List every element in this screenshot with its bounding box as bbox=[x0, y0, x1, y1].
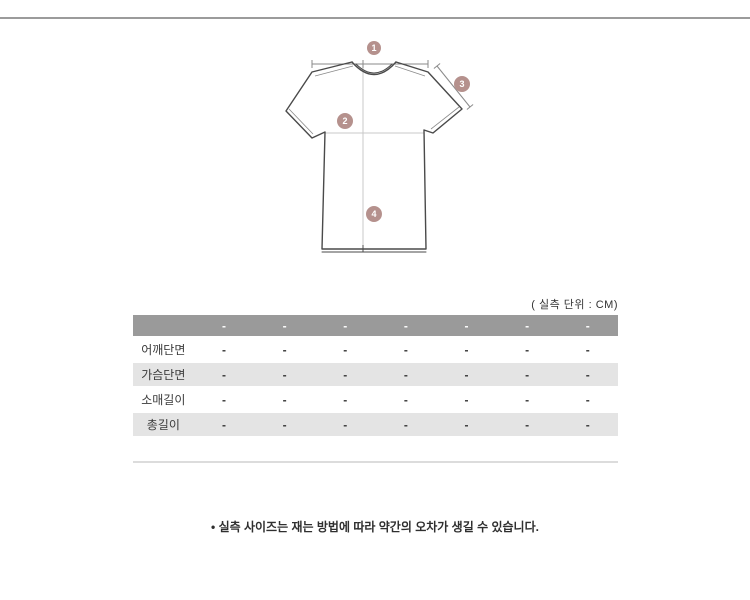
bottom-divider-line bbox=[133, 461, 618, 463]
size-table: - - - - - - - 어깨단면 - - - - - - - 가슴단면 - - - - - - - 소매길이 - - - - - - -… bbox=[133, 315, 618, 438]
marker-4-length: 4 bbox=[366, 206, 382, 222]
value-cell: - bbox=[496, 362, 558, 388]
value-cell: - bbox=[557, 337, 618, 363]
value-cell: - bbox=[436, 337, 497, 363]
value-cell: - bbox=[375, 337, 437, 363]
marker-2-chest: 2 bbox=[337, 113, 353, 129]
size-header-cell: - bbox=[314, 315, 376, 338]
size-header-cell: - bbox=[436, 315, 497, 338]
guide-lines bbox=[325, 64, 424, 249]
tshirt-outline bbox=[285, 61, 463, 253]
value-cell: - bbox=[254, 362, 315, 388]
size-header-cell: - bbox=[254, 315, 315, 338]
value-cell: - bbox=[436, 412, 497, 438]
collar-outer bbox=[351, 61, 397, 76]
size-table-header-row: ------- bbox=[133, 315, 618, 338]
marker-3-sleeve: 3 bbox=[454, 76, 470, 92]
marker-1-circle bbox=[367, 41, 381, 55]
table-row: 가슴단면 - - - - - - - bbox=[133, 362, 618, 388]
marker-2-circle bbox=[337, 113, 353, 129]
marker-3-circle bbox=[454, 76, 470, 92]
value-cell: - bbox=[254, 412, 315, 438]
marker-1-shoulder: 1 bbox=[367, 41, 381, 55]
row-label-cell: 어깨단면 bbox=[133, 337, 194, 363]
value-cell: - bbox=[254, 337, 315, 363]
collar-inner bbox=[355, 63, 393, 74]
left-shoulder-seam bbox=[314, 65, 354, 77]
value-cell: - bbox=[375, 362, 437, 388]
marker-3-number: 3 bbox=[459, 79, 464, 89]
value-cell: - bbox=[375, 412, 437, 438]
value-cell: - bbox=[557, 387, 618, 413]
measurement-unit-label: ( 실측 단위 : CM) bbox=[531, 299, 618, 311]
shoulder-measure-line bbox=[311, 60, 429, 68]
size-header-cell: - bbox=[496, 315, 558, 338]
table-row: 소매길이 - - - - - - - bbox=[133, 387, 618, 413]
size-header-cell: - bbox=[193, 315, 255, 338]
table-row: 어깨단면 - - - - - - - bbox=[133, 337, 618, 363]
value-cell: - bbox=[436, 362, 497, 388]
marker-2-number: 2 bbox=[342, 116, 347, 126]
value-cell: - bbox=[254, 387, 315, 413]
size-header-empty-cell bbox=[133, 315, 194, 338]
value-cell: - bbox=[193, 337, 255, 363]
value-cell: - bbox=[193, 362, 255, 388]
row-label-cell: 소매길이 bbox=[133, 387, 194, 413]
value-cell: - bbox=[436, 387, 497, 413]
value-cell: - bbox=[314, 362, 376, 388]
value-cell: - bbox=[193, 412, 255, 438]
right-shoulder-seam bbox=[394, 65, 426, 77]
value-cell: - bbox=[375, 387, 437, 413]
table-row: 총길이 - - - - - - - bbox=[133, 412, 618, 438]
measurement-note: • 실측 사이즈는 재는 방법에 따라 약간의 오차가 생길 수 있습니다. bbox=[211, 520, 539, 534]
value-cell: - bbox=[314, 387, 376, 413]
value-cell: - bbox=[496, 387, 558, 413]
row-label-cell: 총길이 bbox=[133, 412, 194, 438]
value-cell: - bbox=[193, 387, 255, 413]
value-cell: - bbox=[557, 412, 618, 438]
seam-lines bbox=[288, 65, 460, 135]
tshirt-measurement-diagram: 1 2 3 4 bbox=[270, 35, 480, 265]
value-cell: - bbox=[496, 337, 558, 363]
size-header-cell: - bbox=[557, 315, 618, 338]
marker-1-number: 1 bbox=[371, 43, 376, 53]
value-cell: - bbox=[496, 412, 558, 438]
marker-4-number: 4 bbox=[371, 209, 376, 219]
body-outline bbox=[285, 61, 463, 250]
value-cell: - bbox=[557, 362, 618, 388]
size-header-cell: - bbox=[375, 315, 437, 338]
value-cell: - bbox=[314, 337, 376, 363]
sleeve-measure-line bbox=[433, 63, 474, 110]
top-divider-line bbox=[0, 17, 750, 19]
row-label-cell: 가슴단면 bbox=[133, 362, 194, 388]
left-sleeve-hem-seam bbox=[288, 108, 314, 135]
right-sleeve-hem-seam bbox=[430, 106, 460, 130]
value-cell: - bbox=[314, 412, 376, 438]
marker-4-circle bbox=[366, 206, 382, 222]
